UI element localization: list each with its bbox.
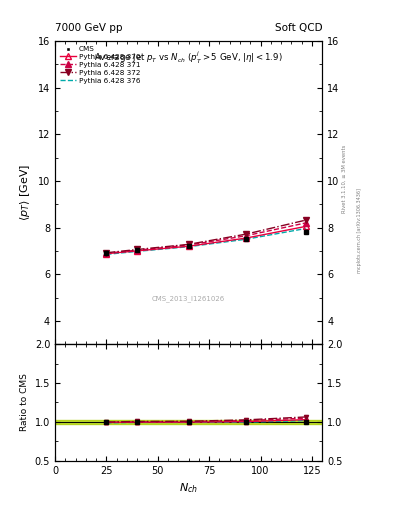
Y-axis label: $\langle p_T \rangle$ [GeV]: $\langle p_T \rangle$ [GeV] [18, 164, 32, 221]
Text: 7000 GeV pp: 7000 GeV pp [55, 23, 123, 33]
X-axis label: $N_{ch}$: $N_{ch}$ [179, 481, 198, 495]
Text: Soft QCD: Soft QCD [275, 23, 322, 33]
Text: Rivet 3.1.10, ≥ 3M events: Rivet 3.1.10, ≥ 3M events [342, 145, 346, 214]
Text: CMS_2013_I1261026: CMS_2013_I1261026 [152, 295, 225, 302]
Text: Average jet $p_T$ vs $N_{ch}$ ($p^j_T$$>$5 GeV, $|\eta|$$<$1.9): Average jet $p_T$ vs $N_{ch}$ ($p^j_T$$>… [94, 50, 283, 67]
Y-axis label: Ratio to CMS: Ratio to CMS [20, 374, 29, 432]
Legend: CMS, Pythia 6.428 370, Pythia 6.428 371, Pythia 6.428 372, Pythia 6.428 376: CMS, Pythia 6.428 370, Pythia 6.428 371,… [59, 45, 142, 85]
Text: mcplots.cern.ch [arXiv:1306.3436]: mcplots.cern.ch [arXiv:1306.3436] [357, 188, 362, 273]
